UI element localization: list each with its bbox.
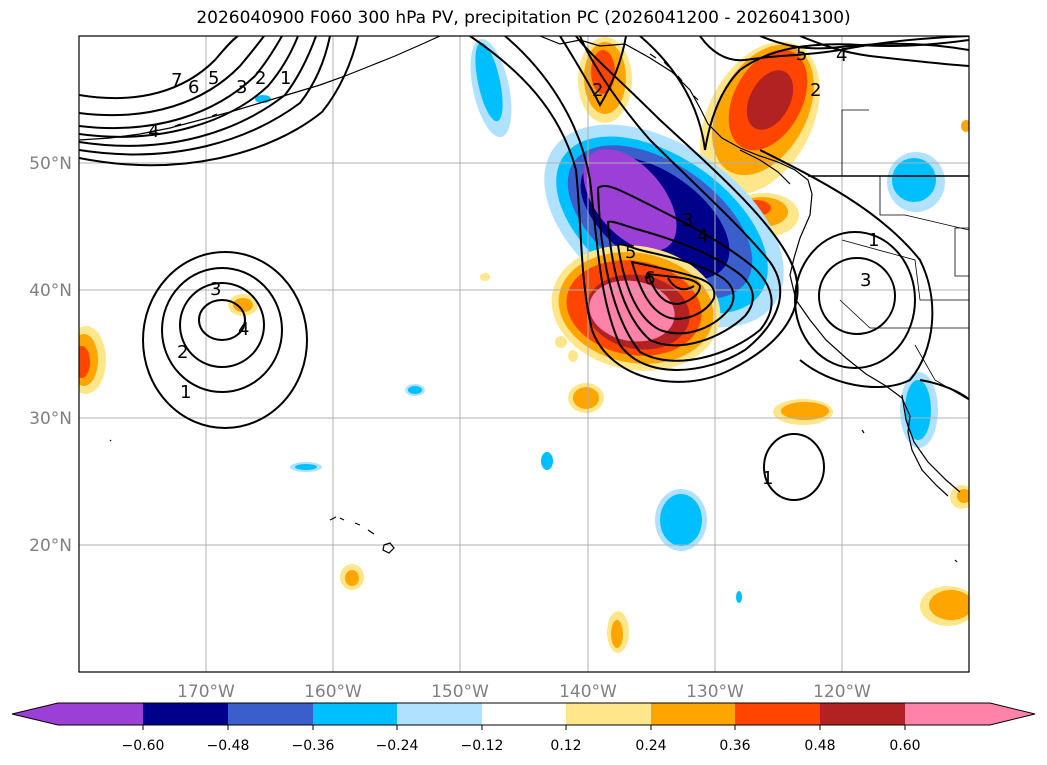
graticule (79, 36, 969, 672)
contour-label: 4 (836, 45, 847, 66)
colorbar-tick-label: 0.12 (550, 738, 581, 754)
colorbar-seg (58, 703, 143, 725)
map-panel (79, 36, 969, 672)
lon-label-170w: 170°W (177, 682, 235, 702)
contour-label: 4 (697, 226, 708, 247)
lat-label-30n: 30°N (29, 409, 72, 429)
map-title: 2026040900 F060 300 hPa PV, precipitatio… (196, 8, 851, 28)
contour-label: 2 (810, 80, 821, 101)
colorbar-seg (228, 703, 313, 725)
colorbar-seg (735, 703, 820, 725)
colorbar-seg (820, 703, 905, 725)
colorbar-tick-label: 0.48 (804, 738, 835, 754)
contour-label: 3 (860, 270, 871, 291)
contour-label: 5 (625, 242, 636, 263)
map-frame (78, 35, 970, 673)
contour-label: 5 (796, 44, 807, 65)
colorbar-tick-label: −0.48 (207, 738, 250, 754)
contour-label: 4 (148, 121, 159, 142)
lat-label-40n: 40°N (29, 281, 72, 301)
lon-label-150w: 150°W (431, 682, 489, 702)
colorbar-seg (651, 703, 735, 725)
colorbar-seg (313, 703, 397, 725)
colorbar-tick-label: −0.12 (461, 738, 504, 754)
contour-labels: 7 6 5 3 2 1 4 3 4 2 1 3 4 5 6 2 5 4 2 3 … (148, 44, 879, 489)
lon-label-160w: 160°W (304, 682, 362, 702)
lon-labels: 170°W 160°W 150°W 140°W 130°W 120°W (177, 682, 871, 702)
colorbar-seg (905, 703, 990, 725)
pv-contours (79, 36, 969, 501)
contour-label: 3 (210, 279, 221, 300)
colorbar-seg (566, 703, 651, 725)
colorbar-tick-label: 0.60 (889, 738, 920, 754)
colorbar-tick-label: 0.36 (719, 738, 750, 754)
contour-label: 1 (762, 468, 773, 489)
colorbar-extend-high (990, 703, 1035, 725)
colorbar-tick-label: 0.24 (635, 738, 666, 754)
contour-label: 7 (171, 70, 182, 91)
contour-label: 2 (592, 80, 603, 101)
contour-label: 1 (280, 68, 291, 89)
contour-label: 2 (255, 68, 266, 89)
colorbar-outline (11, 702, 1036, 726)
colorbar-tick-label: −0.36 (292, 738, 335, 754)
lon-label-120w: 120°W (813, 682, 871, 702)
colorbar-seg (482, 703, 566, 725)
precip-shading (79, 37, 969, 653)
contour-label: 2 (177, 342, 188, 363)
colorbar-seg (397, 703, 482, 725)
contour-label: 4 (238, 319, 249, 340)
lat-labels: 50°N 40°N 30°N 20°N (29, 154, 72, 556)
contour-label: 6 (188, 77, 199, 98)
contour-label: 6 (644, 268, 655, 289)
contour-label: 3 (236, 77, 247, 98)
colorbar-tick-label: −0.60 (122, 738, 165, 754)
lon-label-140w: 140°W (559, 682, 617, 702)
contour-label: 5 (208, 68, 219, 89)
colorbar: −0.60 −0.48 −0.36 −0.24 −0.12 0.12 0.24 … (11, 702, 1036, 754)
contour-label: 1 (180, 382, 191, 403)
lat-label-50n: 50°N (29, 154, 72, 174)
colorbar-seg (143, 703, 228, 725)
contour-label: 3 (682, 210, 693, 231)
coastlines (79, 36, 969, 563)
colorbar-tick-label: −0.24 (376, 738, 419, 754)
contour-label: 1 (868, 230, 879, 251)
lon-label-130w: 130°W (686, 682, 744, 702)
lat-label-20n: 20°N (29, 536, 72, 556)
colorbar-extend-low (12, 703, 58, 725)
